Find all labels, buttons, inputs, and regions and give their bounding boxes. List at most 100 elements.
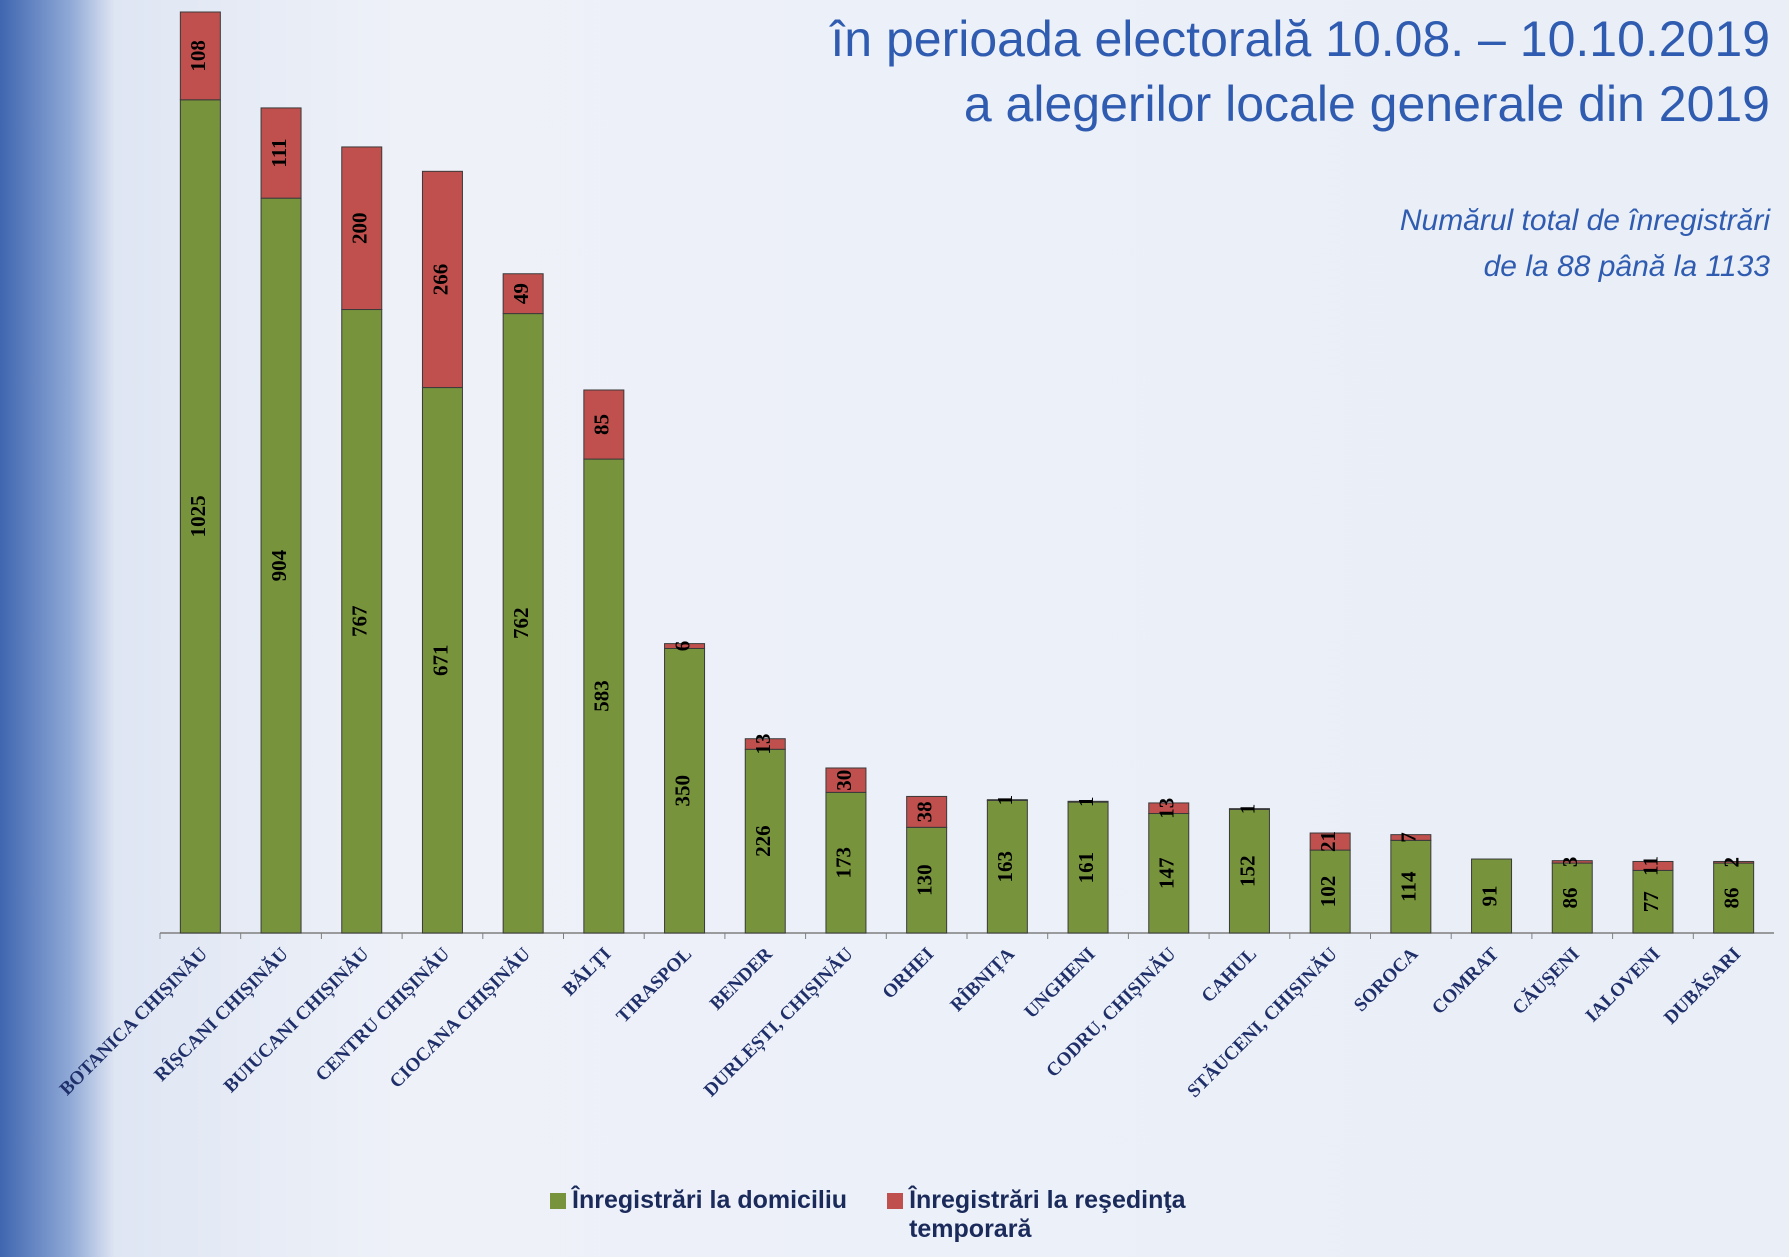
value-label: 350 <box>670 775 694 807</box>
x-tick-label: SOROCA <box>1350 943 1423 1016</box>
bar-segment <box>179 11 221 101</box>
bar-segment <box>1309 832 1351 851</box>
value-label: 904 <box>267 549 291 581</box>
bar-segment <box>744 738 786 750</box>
legend-item: Înregistrări la domiciliu <box>550 1186 847 1244</box>
subtitle-line: de la 88 până la 1133 <box>1484 250 1771 283</box>
legend-swatch <box>550 1193 566 1209</box>
x-tick-label: CAHUL <box>1198 944 1261 1007</box>
value-label: 111 <box>267 138 291 167</box>
value-label: 102 <box>1316 876 1340 908</box>
legend-label: Înregistrări la domiciliu <box>572 1186 848 1214</box>
legend-item: Înregistrări la reşedinţa temporară <box>887 1186 1229 1244</box>
bar-segment <box>1067 801 1109 934</box>
legend-label: Înregistrări la reşedinţa temporară <box>909 1186 1186 1243</box>
subtitle-line: Numărul total de înregistrări <box>1400 204 1771 237</box>
bar-segment <box>1067 800 1109 803</box>
bar-segment <box>260 107 302 199</box>
bar-segment <box>1551 862 1593 934</box>
bar-segment <box>1390 839 1432 934</box>
bar-segment <box>825 791 867 934</box>
bar-segment <box>421 170 463 389</box>
bar-segment <box>906 795 948 828</box>
bar-segment <box>986 799 1028 934</box>
legend: Înregistrări la domiciliu Înregistrări la… <box>550 1186 1350 1244</box>
value-label: 1 <box>1235 804 1259 815</box>
bar-segment <box>1148 802 1190 815</box>
bar-segment <box>341 146 383 311</box>
value-label: 77 <box>1639 891 1663 912</box>
value-label: 152 <box>1235 855 1259 887</box>
value-label: 1025 <box>186 495 210 537</box>
x-tick-label: RÎBNIȚA <box>946 943 1019 1016</box>
bar-segment <box>1551 860 1593 864</box>
x-tick-label: CIOCANA CHIȘINĂU <box>385 943 535 1093</box>
value-label: 1 <box>1074 796 1098 807</box>
bar-segment <box>1390 834 1432 841</box>
x-tick-label: ORHEI <box>879 944 939 1004</box>
bar-segment <box>664 643 706 649</box>
x-tick-label: IALOVENI <box>1582 944 1665 1027</box>
value-label: 7 <box>1397 832 1421 843</box>
bar-segment <box>1471 858 1513 934</box>
x-tick-label: DURLEȘTI, CHIȘINĂU <box>699 943 857 1101</box>
bar-segment <box>744 748 786 934</box>
title-line: în perioada electorală 10.08. – 10.10.20… <box>828 11 1770 67</box>
bar-segment <box>825 767 867 793</box>
value-label: 161 <box>1074 852 1098 884</box>
title-line: a alegerilor locale generale din 2019 <box>964 76 1770 132</box>
value-label: 671 <box>428 645 452 677</box>
value-label: 173 <box>832 847 856 879</box>
x-tick-label: RÎȘCANI CHIȘINĂU <box>150 943 293 1086</box>
value-label: 1 <box>993 795 1017 806</box>
x-tick-label: CODRU, CHIȘINĂU <box>1042 943 1181 1082</box>
x-tick-label: BOTANICA CHIȘINĂU <box>55 943 212 1100</box>
value-label: 3 <box>1558 857 1582 868</box>
bar-segment <box>1713 860 1755 864</box>
bar-segment <box>1148 813 1190 934</box>
value-label: 21 <box>1316 831 1340 852</box>
value-label: 226 <box>751 825 775 857</box>
x-tick-label: BĂLȚI <box>558 943 615 1000</box>
bar-segment <box>986 799 1028 801</box>
value-label: 266 <box>428 264 452 296</box>
value-label: 91 <box>1477 886 1501 907</box>
bar-segment <box>1632 869 1674 934</box>
value-label: 147 <box>1155 858 1179 890</box>
bar-segment <box>1632 860 1674 871</box>
x-tick-label: UNGHENI <box>1021 944 1100 1023</box>
x-tick-label: BUIUCANI CHIȘINĂU <box>219 943 373 1097</box>
bar-segment <box>179 99 221 934</box>
x-tick-label: DUBĂSARI <box>1659 943 1745 1029</box>
value-label: 200 <box>348 212 372 244</box>
value-label: 130 <box>912 864 936 896</box>
bar-segment <box>583 389 625 460</box>
value-label: 11 <box>1639 856 1663 876</box>
value-label: 86 <box>1719 888 1743 909</box>
value-label: 108 <box>186 40 210 72</box>
value-label: 38 <box>912 801 936 822</box>
value-label: 583 <box>590 680 614 712</box>
x-tick-label: STĂUCENI, CHIȘINĂU <box>1183 943 1342 1102</box>
bar-segment <box>664 647 706 934</box>
x-tick-label: CENTRU CHIȘINĂU <box>311 943 454 1086</box>
bar-segment <box>341 309 383 934</box>
bar-segment <box>260 197 302 934</box>
value-label: 86 <box>1558 888 1582 909</box>
value-label: 2 <box>1719 857 1743 868</box>
value-label: 30 <box>832 770 856 791</box>
x-tick-label: CĂUȘENI <box>1508 943 1584 1019</box>
value-label: 85 <box>590 414 614 435</box>
value-label: 767 <box>348 606 372 638</box>
value-label: 114 <box>1397 871 1421 902</box>
bar-segment <box>1228 808 1270 934</box>
value-label: 49 <box>509 283 533 304</box>
bar-segment <box>583 458 625 934</box>
value-label: 762 <box>509 608 533 640</box>
bar-segment <box>1228 808 1270 810</box>
legend-swatch <box>887 1193 904 1209</box>
x-tick-label: TIRASPOL <box>613 944 697 1028</box>
value-label: 163 <box>993 851 1017 883</box>
